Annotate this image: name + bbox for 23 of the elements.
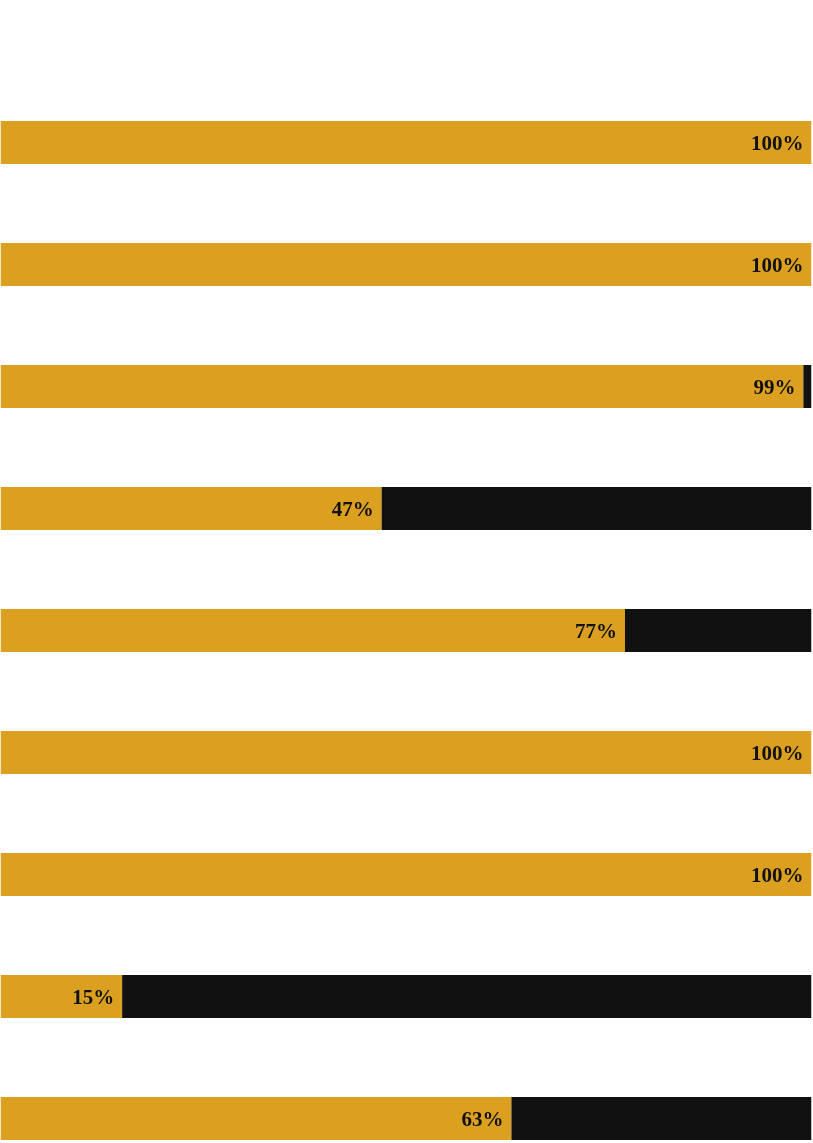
bar <box>0 243 812 286</box>
bar <box>0 731 812 774</box>
data-label: 100% <box>751 740 804 765</box>
bar <box>0 365 804 408</box>
data-label: 100% <box>751 862 804 887</box>
bar <box>0 609 625 652</box>
bar <box>0 1097 512 1140</box>
bar <box>0 487 382 530</box>
bar <box>122 975 812 1018</box>
bar <box>803 365 812 408</box>
bar <box>0 121 812 164</box>
bar <box>511 1097 812 1140</box>
data-label: 99% <box>753 374 796 399</box>
bar <box>624 609 812 652</box>
bar <box>381 487 812 530</box>
data-label: 63% <box>461 1106 504 1131</box>
data-label: 100% <box>751 252 804 277</box>
data-label: 15% <box>72 984 115 1009</box>
bar <box>0 975 123 1018</box>
data-label: 100% <box>751 130 804 155</box>
bar <box>0 853 812 896</box>
data-label: 77% <box>574 618 617 643</box>
data-label: 47% <box>331 496 374 521</box>
